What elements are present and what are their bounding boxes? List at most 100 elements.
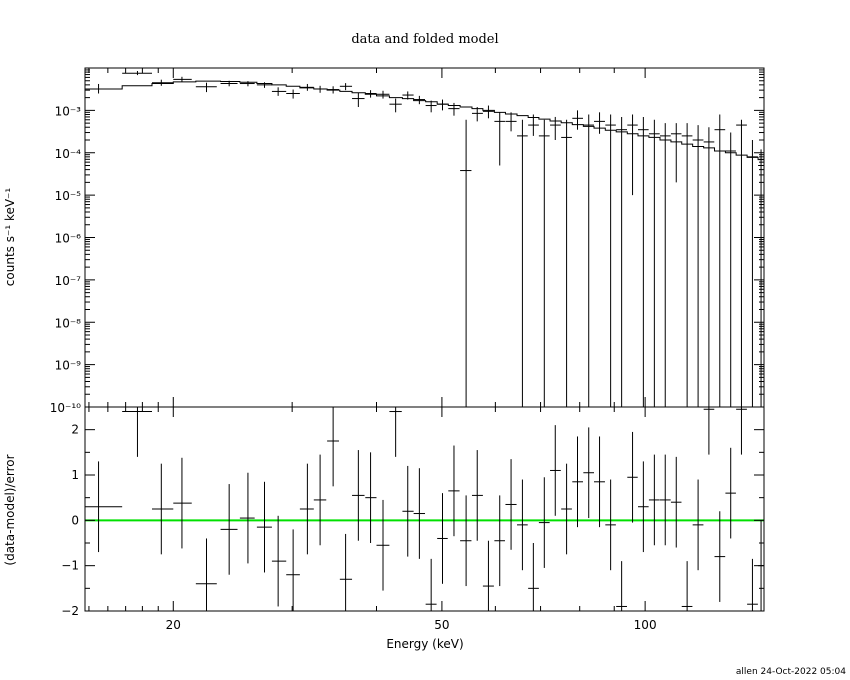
- residual-point: [389, 407, 402, 457]
- data-point: [561, 119, 572, 407]
- data-point: [299, 83, 314, 91]
- y-tick-label: 0: [71, 513, 79, 527]
- residual-point: [594, 436, 605, 528]
- residual-point: [505, 459, 517, 550]
- residual-point: [471, 450, 483, 541]
- data-point: [494, 112, 505, 166]
- residual-point: [313, 454, 327, 546]
- energy-x-tick-labels: 20 50 100: [166, 618, 657, 632]
- residual-point: [152, 463, 174, 555]
- data-point: [122, 70, 153, 76]
- data-point: [714, 114, 726, 407]
- y-tick-label: 2: [71, 423, 79, 437]
- data-point: [271, 87, 287, 96]
- residual-point: [616, 561, 627, 611]
- model-step-line: [85, 80, 764, 161]
- data-point: [195, 82, 217, 93]
- data-point: [538, 119, 550, 407]
- residual-point: [402, 465, 414, 557]
- residual-point: [352, 450, 365, 541]
- data-point: [352, 92, 365, 108]
- data-point: [747, 139, 758, 407]
- data-point: [239, 81, 255, 87]
- residual-point: [122, 407, 153, 457]
- residual-point: [482, 540, 494, 611]
- residual-y-tick-labels: 2 1 0 −1 −2: [61, 423, 79, 618]
- residual-point: [195, 538, 217, 611]
- residual-point: [659, 454, 671, 546]
- data-point: [437, 99, 448, 111]
- data-point: [627, 114, 638, 196]
- residual-ticks: [85, 406, 764, 612]
- residual-point: [460, 495, 472, 587]
- x-tick-label: 50: [434, 618, 449, 632]
- data-point: [605, 114, 616, 407]
- y-tick-label: 10⁻¹⁰: [50, 401, 81, 415]
- y-tick-label: 10⁻⁵: [55, 189, 82, 203]
- residual-point: [173, 457, 192, 549]
- residual-point: [736, 407, 747, 455]
- data-point: [692, 125, 704, 407]
- data-point: [220, 80, 238, 87]
- footer-credit: allen 24-Oct-2022 05:04: [736, 667, 846, 677]
- residual-point: [85, 461, 123, 553]
- data-point: [448, 102, 460, 116]
- data-point: [616, 116, 627, 407]
- residual-point: [648, 454, 660, 546]
- residual-point: [681, 561, 693, 611]
- residual-point: [425, 558, 437, 611]
- data-point: [313, 85, 327, 93]
- data-point: [339, 83, 353, 91]
- data-point: [703, 127, 715, 407]
- data-point: [365, 90, 377, 98]
- residual-point: [747, 558, 758, 611]
- residual-point: [376, 499, 390, 591]
- residual-point: [413, 468, 426, 559]
- residual-point: [714, 511, 726, 602]
- residual-point: [286, 529, 300, 611]
- spectrum-frame: [84, 67, 765, 408]
- data-point: [413, 95, 426, 105]
- data-point: [550, 116, 561, 140]
- residual-point: [437, 493, 448, 584]
- residual-point: [670, 456, 682, 548]
- data-point: [376, 90, 390, 99]
- residual-point: [365, 452, 377, 543]
- residual-point: [703, 407, 715, 455]
- chart-title: data and folded model: [351, 32, 498, 47]
- data-point: [638, 116, 649, 407]
- residual-point: [583, 427, 595, 519]
- spectrum-y-tick-labels: 10⁻³ 10⁻⁴ 10⁻⁵ 10⁻⁶ 10⁻⁷ 10⁻⁸ 10⁻⁹ 10⁻¹⁰: [50, 104, 81, 415]
- residual-point: [448, 445, 460, 537]
- y-tick-label: −2: [61, 604, 79, 618]
- residual-point: [638, 461, 649, 553]
- data-point: [402, 91, 414, 100]
- data-point: [659, 123, 671, 407]
- y-tick-label: 10⁻⁷: [55, 274, 82, 288]
- y-tick-label: 10⁻⁴: [55, 147, 82, 161]
- residuals-panel: 2 1 0 −1 −2 20 50 100 (data-model)/error Energ…: [3, 406, 765, 651]
- spectrum-ticks: [85, 68, 764, 408]
- y-tick-label: 10⁻⁸: [55, 316, 82, 330]
- data-point: [85, 83, 123, 94]
- residual-point: [605, 479, 616, 571]
- data-point: [286, 89, 300, 99]
- y-tick-label: 10⁻⁹: [55, 359, 82, 373]
- data-point: [528, 114, 539, 136]
- data-point: [152, 79, 174, 86]
- spectrum-panel: 10⁻³ 10⁻⁴ 10⁻⁵ 10⁻⁶ 10⁻⁷ 10⁻⁸ 10⁻⁹ 10⁻¹⁰ counts…: [3, 67, 765, 415]
- residual-point: [256, 481, 272, 573]
- y-tick-label: 10⁻³: [55, 104, 82, 118]
- residual-point: [239, 472, 255, 564]
- x-tick-label: 20: [166, 618, 181, 632]
- data-point: [505, 112, 517, 132]
- data-point: [572, 110, 583, 130]
- residual-point: [220, 484, 238, 575]
- data-point: [389, 98, 402, 113]
- residuals-y-axis-label: (data-model)/error: [3, 454, 17, 565]
- data-point: [482, 105, 494, 119]
- residual-point: [538, 477, 550, 568]
- data-point: [460, 119, 472, 407]
- residual-point: [517, 479, 528, 571]
